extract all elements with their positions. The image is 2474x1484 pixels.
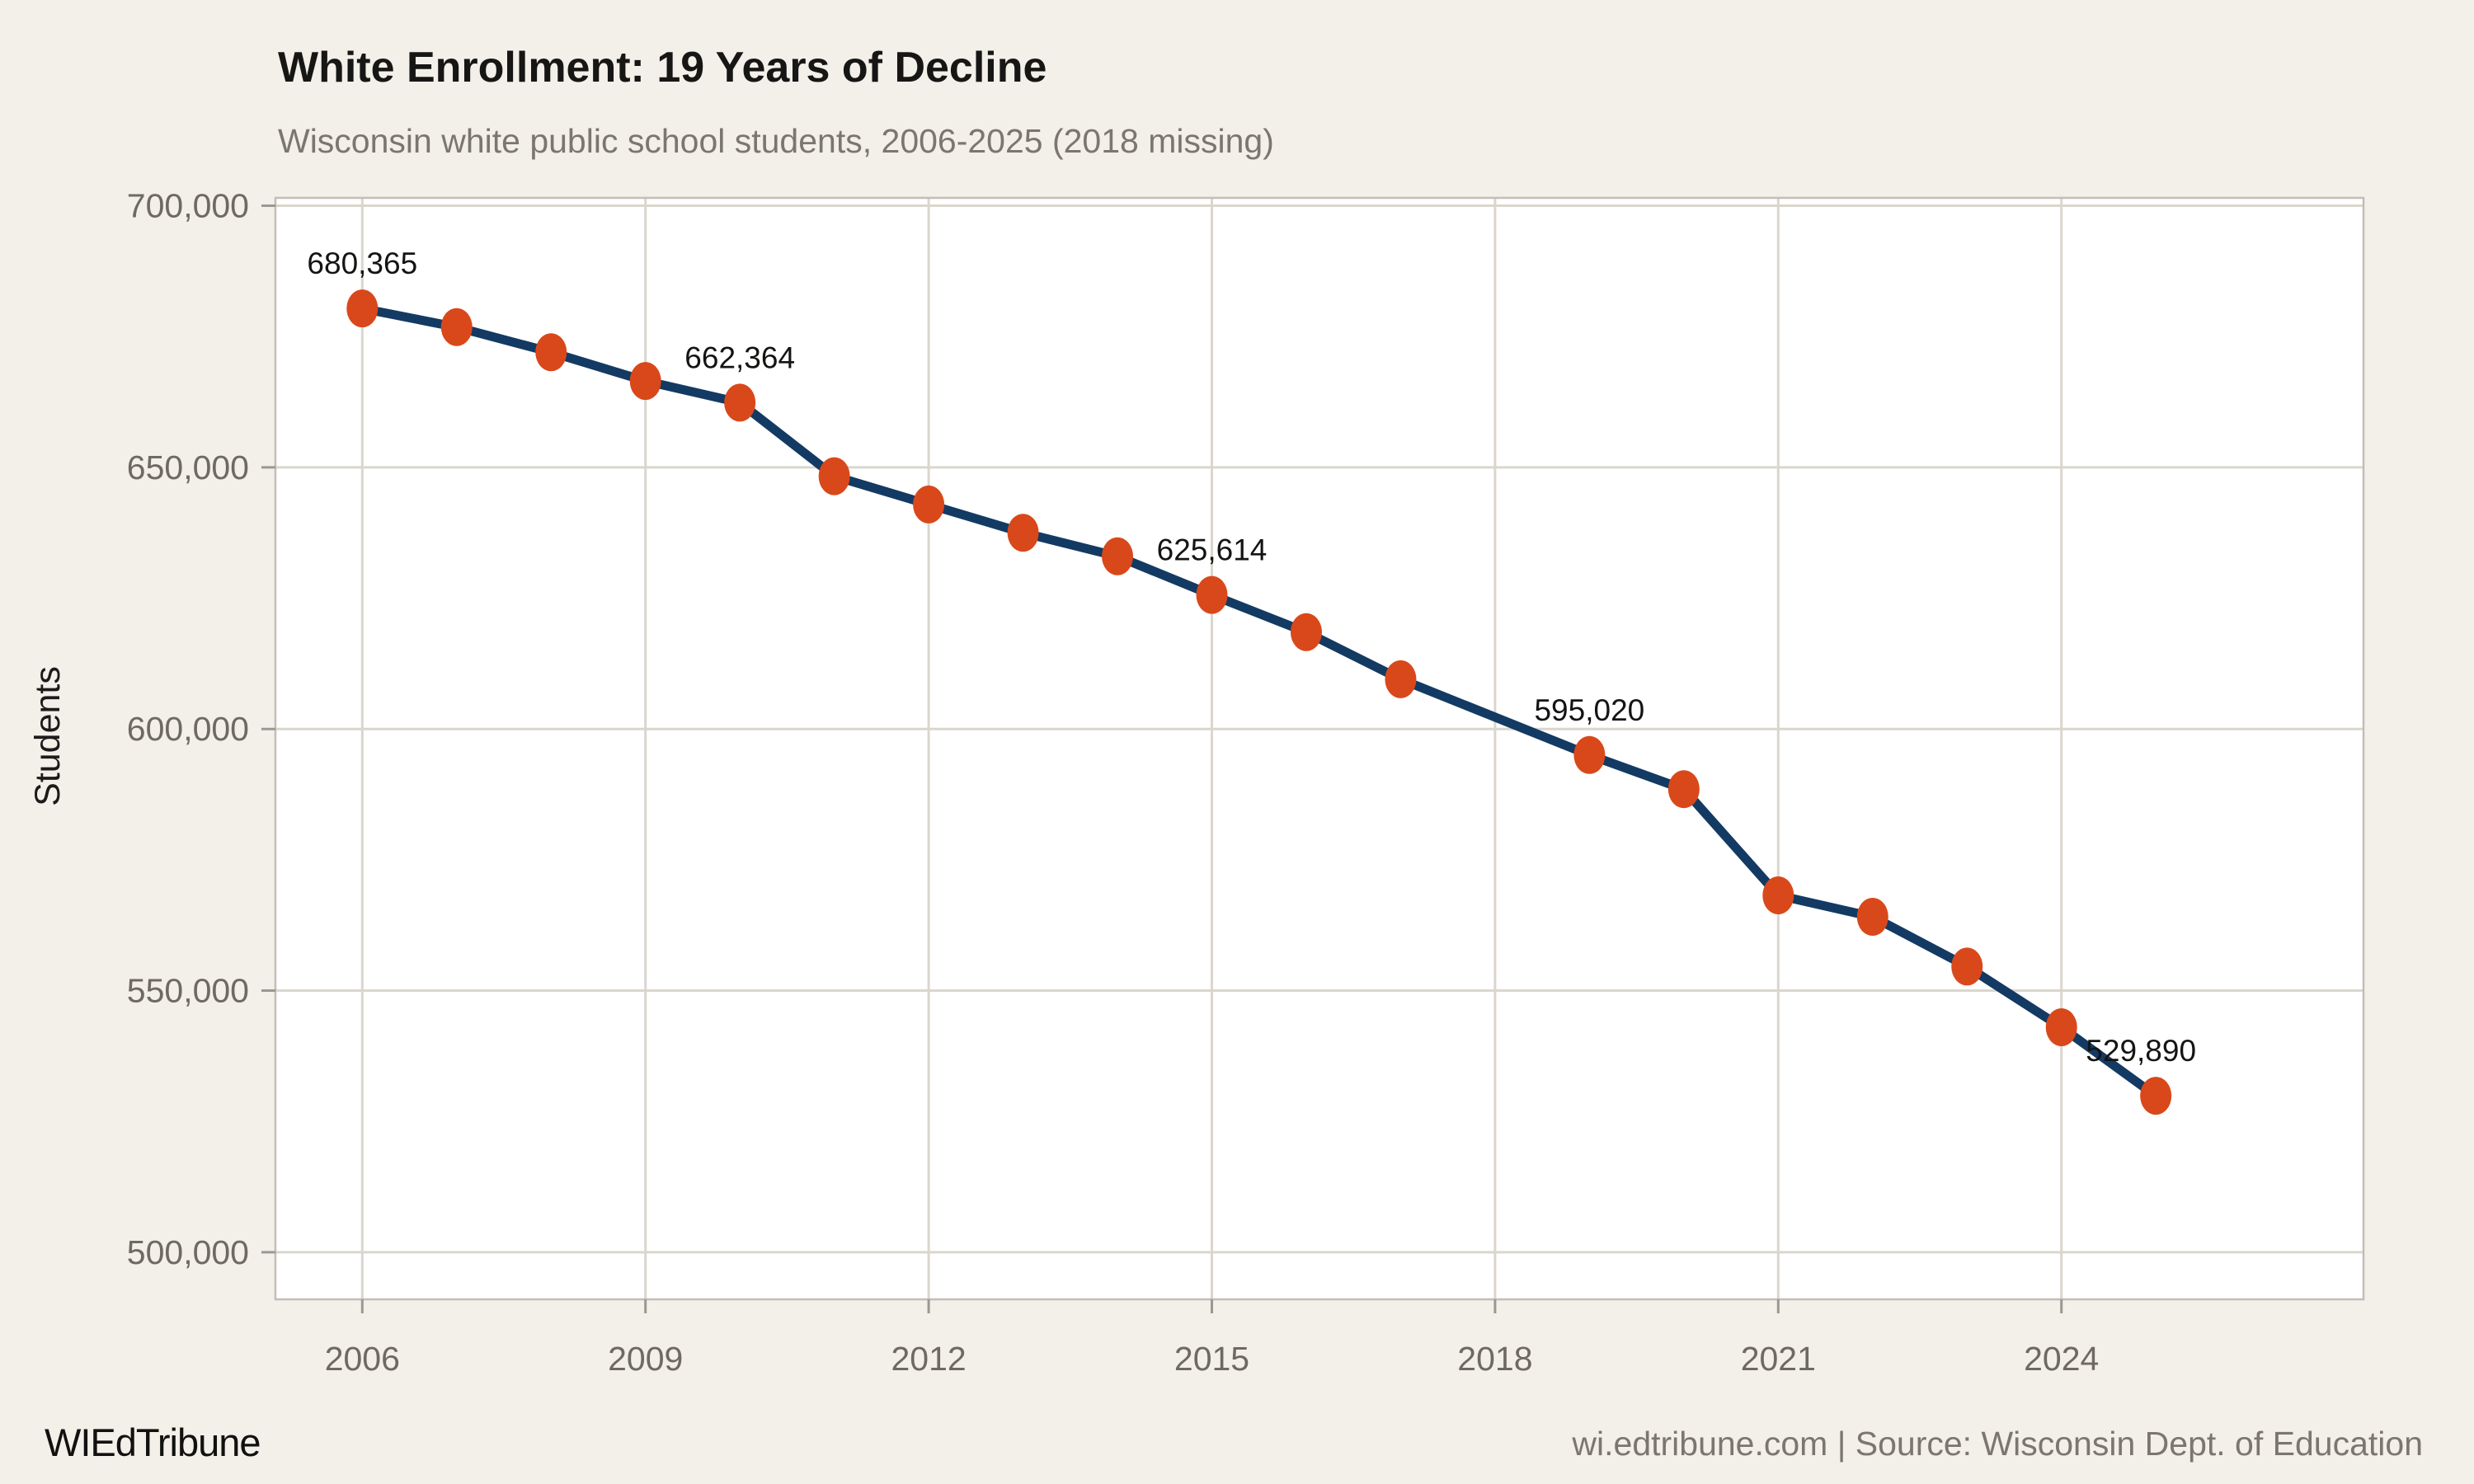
x-tick-label: 2021 (1741, 1340, 1816, 1378)
chart-title: White Enrollment: 19 Years of Decline (278, 44, 1047, 92)
y-axis-title: Students (28, 666, 68, 806)
chart-subtitle: Wisconsin white public school students, … (278, 122, 1274, 160)
data-point (1573, 735, 1606, 774)
data-point (2045, 1007, 2077, 1046)
plot-area (275, 198, 2363, 1299)
x-tick-label: 2018 (1457, 1340, 1532, 1378)
data-point (2140, 1077, 2172, 1115)
source-credit: wi.edtribune.com | Source: Wisconsin Dep… (1572, 1425, 2423, 1463)
x-tick-label: 2006 (325, 1340, 400, 1378)
data-point (1385, 660, 1417, 698)
data-point-label: 662,364 (684, 340, 795, 374)
x-tick-label: 2012 (891, 1340, 966, 1378)
data-point (1951, 947, 1983, 986)
data-point (1856, 898, 1888, 937)
data-point (535, 333, 567, 372)
data-point (1007, 514, 1039, 552)
data-point (1102, 537, 1134, 575)
data-point (818, 457, 850, 495)
y-tick-label: 650,000 (127, 448, 249, 486)
plot-border (274, 196, 2365, 1301)
x-tick-label: 2009 (608, 1340, 683, 1378)
data-point (913, 485, 945, 524)
x-tick-label: 2015 (1174, 1340, 1249, 1378)
data-point (724, 383, 756, 422)
y-tick-label: 550,000 (127, 972, 249, 1010)
y-tick-label: 600,000 (127, 710, 249, 748)
data-point-label: 625,614 (1157, 533, 1268, 567)
y-tick-label: 500,000 (127, 1233, 249, 1271)
data-point-label: 680,365 (307, 247, 417, 280)
data-point (440, 308, 473, 346)
data-point (629, 362, 661, 401)
brand-wordmark: WIEdTribune (45, 1421, 261, 1464)
x-tick-label: 2024 (2024, 1340, 2099, 1378)
data-point (1762, 876, 1794, 915)
data-point (1196, 575, 1228, 614)
data-point-label: 595,020 (1534, 693, 1644, 727)
y-tick-label: 700,000 (127, 187, 249, 225)
data-point (1667, 770, 1700, 809)
data-point (1290, 613, 1322, 651)
data-point-label: 529,890 (2086, 1034, 2196, 1068)
data-point (346, 289, 379, 328)
